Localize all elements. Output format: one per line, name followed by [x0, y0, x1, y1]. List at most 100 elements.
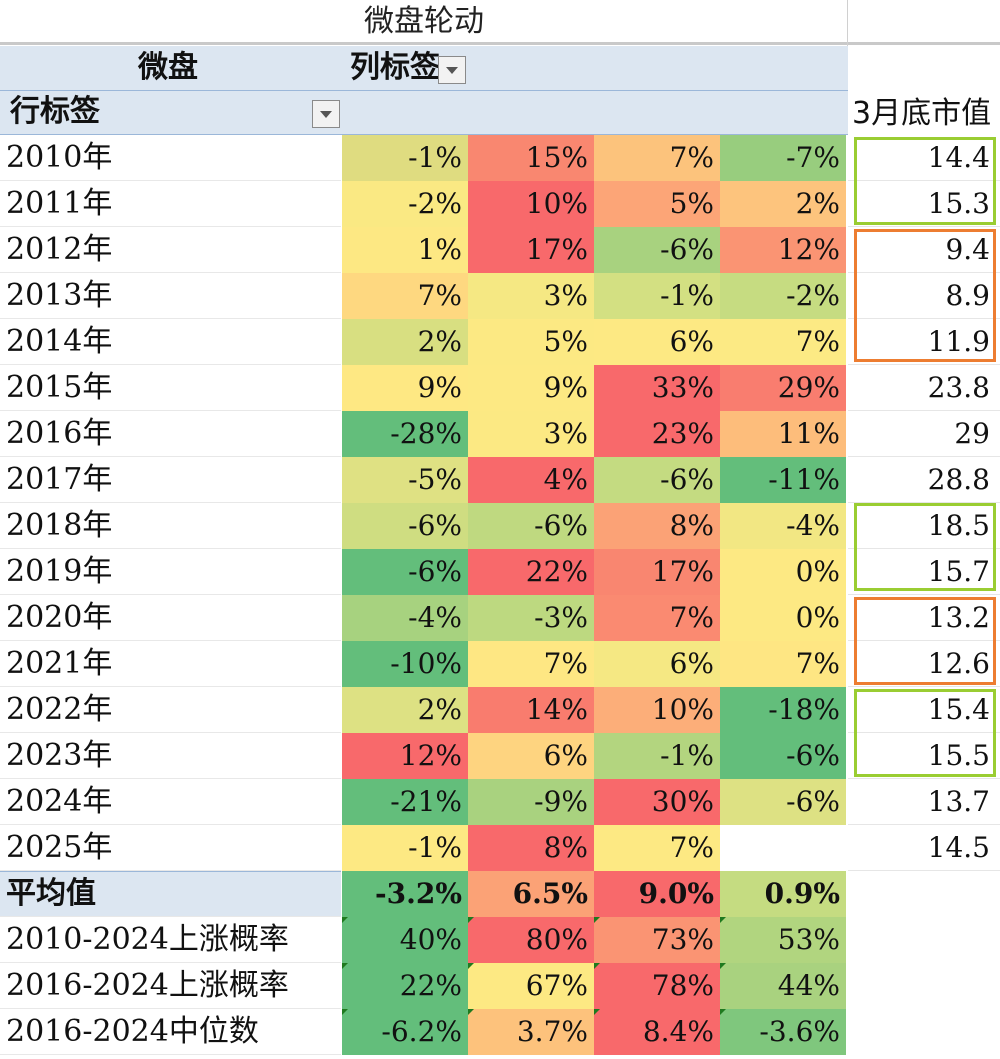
- month-return-cell[interactable]: 14%: [468, 687, 594, 733]
- market-cap-cell[interactable]: 11.9: [848, 319, 1000, 365]
- month-return-cell[interactable]: 6%: [468, 733, 594, 779]
- month-return-cell[interactable]: -6%: [594, 457, 720, 503]
- month-return-cell[interactable]: 8%: [468, 825, 594, 871]
- month-return-cell[interactable]: 30%: [594, 779, 720, 825]
- month-return-cell[interactable]: -3%: [468, 595, 594, 641]
- month-return-cell[interactable]: 3%: [468, 273, 594, 319]
- month-return-cell[interactable]: -28%: [342, 411, 468, 457]
- market-cap-cell[interactable]: 13.7: [848, 779, 1000, 825]
- month-return-cell[interactable]: 29%: [720, 365, 846, 411]
- market-cap-cell[interactable]: 28.8: [848, 457, 1000, 503]
- month-return-cell[interactable]: 12%: [342, 733, 468, 779]
- month-return-cell[interactable]: 15%: [468, 135, 594, 181]
- month-return-cell[interactable]: -2%: [342, 181, 468, 227]
- month-return-cell[interactable]: 1%: [342, 227, 468, 273]
- market-cap-cell[interactable]: 9.4: [848, 227, 1000, 273]
- month-return-cell[interactable]: -2%: [720, 273, 846, 319]
- month-return-cell[interactable]: -9%: [468, 779, 594, 825]
- month-return-cell[interactable]: -6%: [342, 549, 468, 595]
- month-return-cell[interactable]: 17%: [468, 227, 594, 273]
- month-return-cell[interactable]: -5%: [342, 457, 468, 503]
- summary-cell[interactable]: 67%: [468, 963, 594, 1009]
- market-cap-cell[interactable]: 29: [848, 411, 1000, 457]
- summary-cell[interactable]: 3.7%: [468, 1009, 594, 1055]
- market-cap-cell[interactable]: 15.5: [848, 733, 1000, 779]
- month-return-cell[interactable]: -6%: [468, 503, 594, 549]
- month-return-cell[interactable]: -1%: [594, 733, 720, 779]
- month-return-cell[interactable]: 7%: [342, 273, 468, 319]
- summary-cell[interactable]: 8.4%: [594, 1009, 720, 1055]
- month-return-cell[interactable]: 9%: [342, 365, 468, 411]
- month-return-cell[interactable]: 8%: [594, 503, 720, 549]
- month-return-cell[interactable]: -4%: [720, 503, 846, 549]
- market-cap-cell[interactable]: 15.4: [848, 687, 1000, 733]
- summary-cell[interactable]: 40%: [342, 917, 468, 963]
- month-return-cell[interactable]: -18%: [720, 687, 846, 733]
- month-return-cell[interactable]: 7%: [594, 825, 720, 871]
- market-cap-cell[interactable]: 18.5: [848, 503, 1000, 549]
- month-return-cell[interactable]: 11%: [720, 411, 846, 457]
- month-return-cell[interactable]: 17%: [594, 549, 720, 595]
- month-return-cell[interactable]: 7%: [720, 641, 846, 687]
- month-return-cell[interactable]: -21%: [342, 779, 468, 825]
- market-cap-cell[interactable]: 12.6: [848, 641, 1000, 687]
- month-return-cell[interactable]: 7%: [594, 135, 720, 181]
- month-return-cell[interactable]: 2%: [342, 687, 468, 733]
- month-return-cell[interactable]: 9%: [468, 365, 594, 411]
- year-row: 2023年 12% 6% -1% -6% 15.5: [0, 733, 1000, 779]
- month-return-cell[interactable]: -7%: [720, 135, 846, 181]
- month-return-cell[interactable]: 2%: [720, 181, 846, 227]
- month-return-cell[interactable]: 0%: [720, 595, 846, 641]
- month-return-cell[interactable]: 7%: [720, 319, 846, 365]
- summary-cell[interactable]: 44%: [720, 963, 846, 1009]
- summary-cell[interactable]: 6.5%: [468, 871, 594, 917]
- month-return-cell[interactable]: 10%: [468, 181, 594, 227]
- summary-cell[interactable]: -3.2%: [342, 871, 468, 917]
- summary-cell[interactable]: 78%: [594, 963, 720, 1009]
- month-return-cell[interactable]: 7%: [594, 595, 720, 641]
- summary-cell[interactable]: -3.6%: [720, 1009, 846, 1055]
- month-return-cell[interactable]: 7%: [468, 641, 594, 687]
- column-filter-dropdown[interactable]: [438, 56, 466, 84]
- month-return-cell[interactable]: 12%: [720, 227, 846, 273]
- month-return-cell[interactable]: 6%: [594, 641, 720, 687]
- month-return-cell[interactable]: -1%: [594, 273, 720, 319]
- month-return-cell[interactable]: -6%: [342, 503, 468, 549]
- month-return-cell[interactable]: -11%: [720, 457, 846, 503]
- month-return-cell[interactable]: 5%: [594, 181, 720, 227]
- month-return-cell[interactable]: 22%: [468, 549, 594, 595]
- month-return-cell[interactable]: -1%: [342, 825, 468, 871]
- summary-cell[interactable]: 0.9%: [720, 871, 846, 917]
- month-return-cell[interactable]: 33%: [594, 365, 720, 411]
- market-cap-cell[interactable]: 14.4: [848, 135, 1000, 181]
- month-return-cell[interactable]: 3%: [468, 411, 594, 457]
- month-return-cell[interactable]: 4%: [468, 457, 594, 503]
- market-cap-cell[interactable]: 15.3: [848, 181, 1000, 227]
- month-return-cell[interactable]: -6%: [720, 733, 846, 779]
- market-cap-cell[interactable]: 14.5: [848, 825, 1000, 871]
- summary-cell[interactable]: 22%: [342, 963, 468, 1009]
- summary-row: 2016-2024中位数 -6.2% 3.7% 8.4% -3.6%: [0, 1009, 1000, 1055]
- month-return-cell[interactable]: 5%: [468, 319, 594, 365]
- month-return-cell[interactable]: 2%: [342, 319, 468, 365]
- month-return-cell[interactable]: -10%: [342, 641, 468, 687]
- month-return-cell[interactable]: -6%: [720, 779, 846, 825]
- market-cap-cell[interactable]: 8.9: [848, 273, 1000, 319]
- month-return-cell[interactable]: 0%: [720, 549, 846, 595]
- month-return-cell[interactable]: -6%: [594, 227, 720, 273]
- market-cap-cell[interactable]: 23.8: [848, 365, 1000, 411]
- month-return-cell[interactable]: -1%: [342, 135, 468, 181]
- market-cap-cell[interactable]: 13.2: [848, 595, 1000, 641]
- month-return-cell[interactable]: 10%: [594, 687, 720, 733]
- month-return-cell[interactable]: 6%: [594, 319, 720, 365]
- market-cap-cell[interactable]: 15.7: [848, 549, 1000, 595]
- month-return-cell[interactable]: [720, 825, 846, 871]
- summary-cell[interactable]: 9.0%: [594, 871, 720, 917]
- summary-cell[interactable]: 53%: [720, 917, 846, 963]
- summary-cell[interactable]: -6.2%: [342, 1009, 468, 1055]
- summary-cell[interactable]: 80%: [468, 917, 594, 963]
- summary-cell[interactable]: 73%: [594, 917, 720, 963]
- row-filter-dropdown[interactable]: [312, 100, 340, 128]
- month-return-cell[interactable]: -4%: [342, 595, 468, 641]
- month-return-cell[interactable]: 23%: [594, 411, 720, 457]
